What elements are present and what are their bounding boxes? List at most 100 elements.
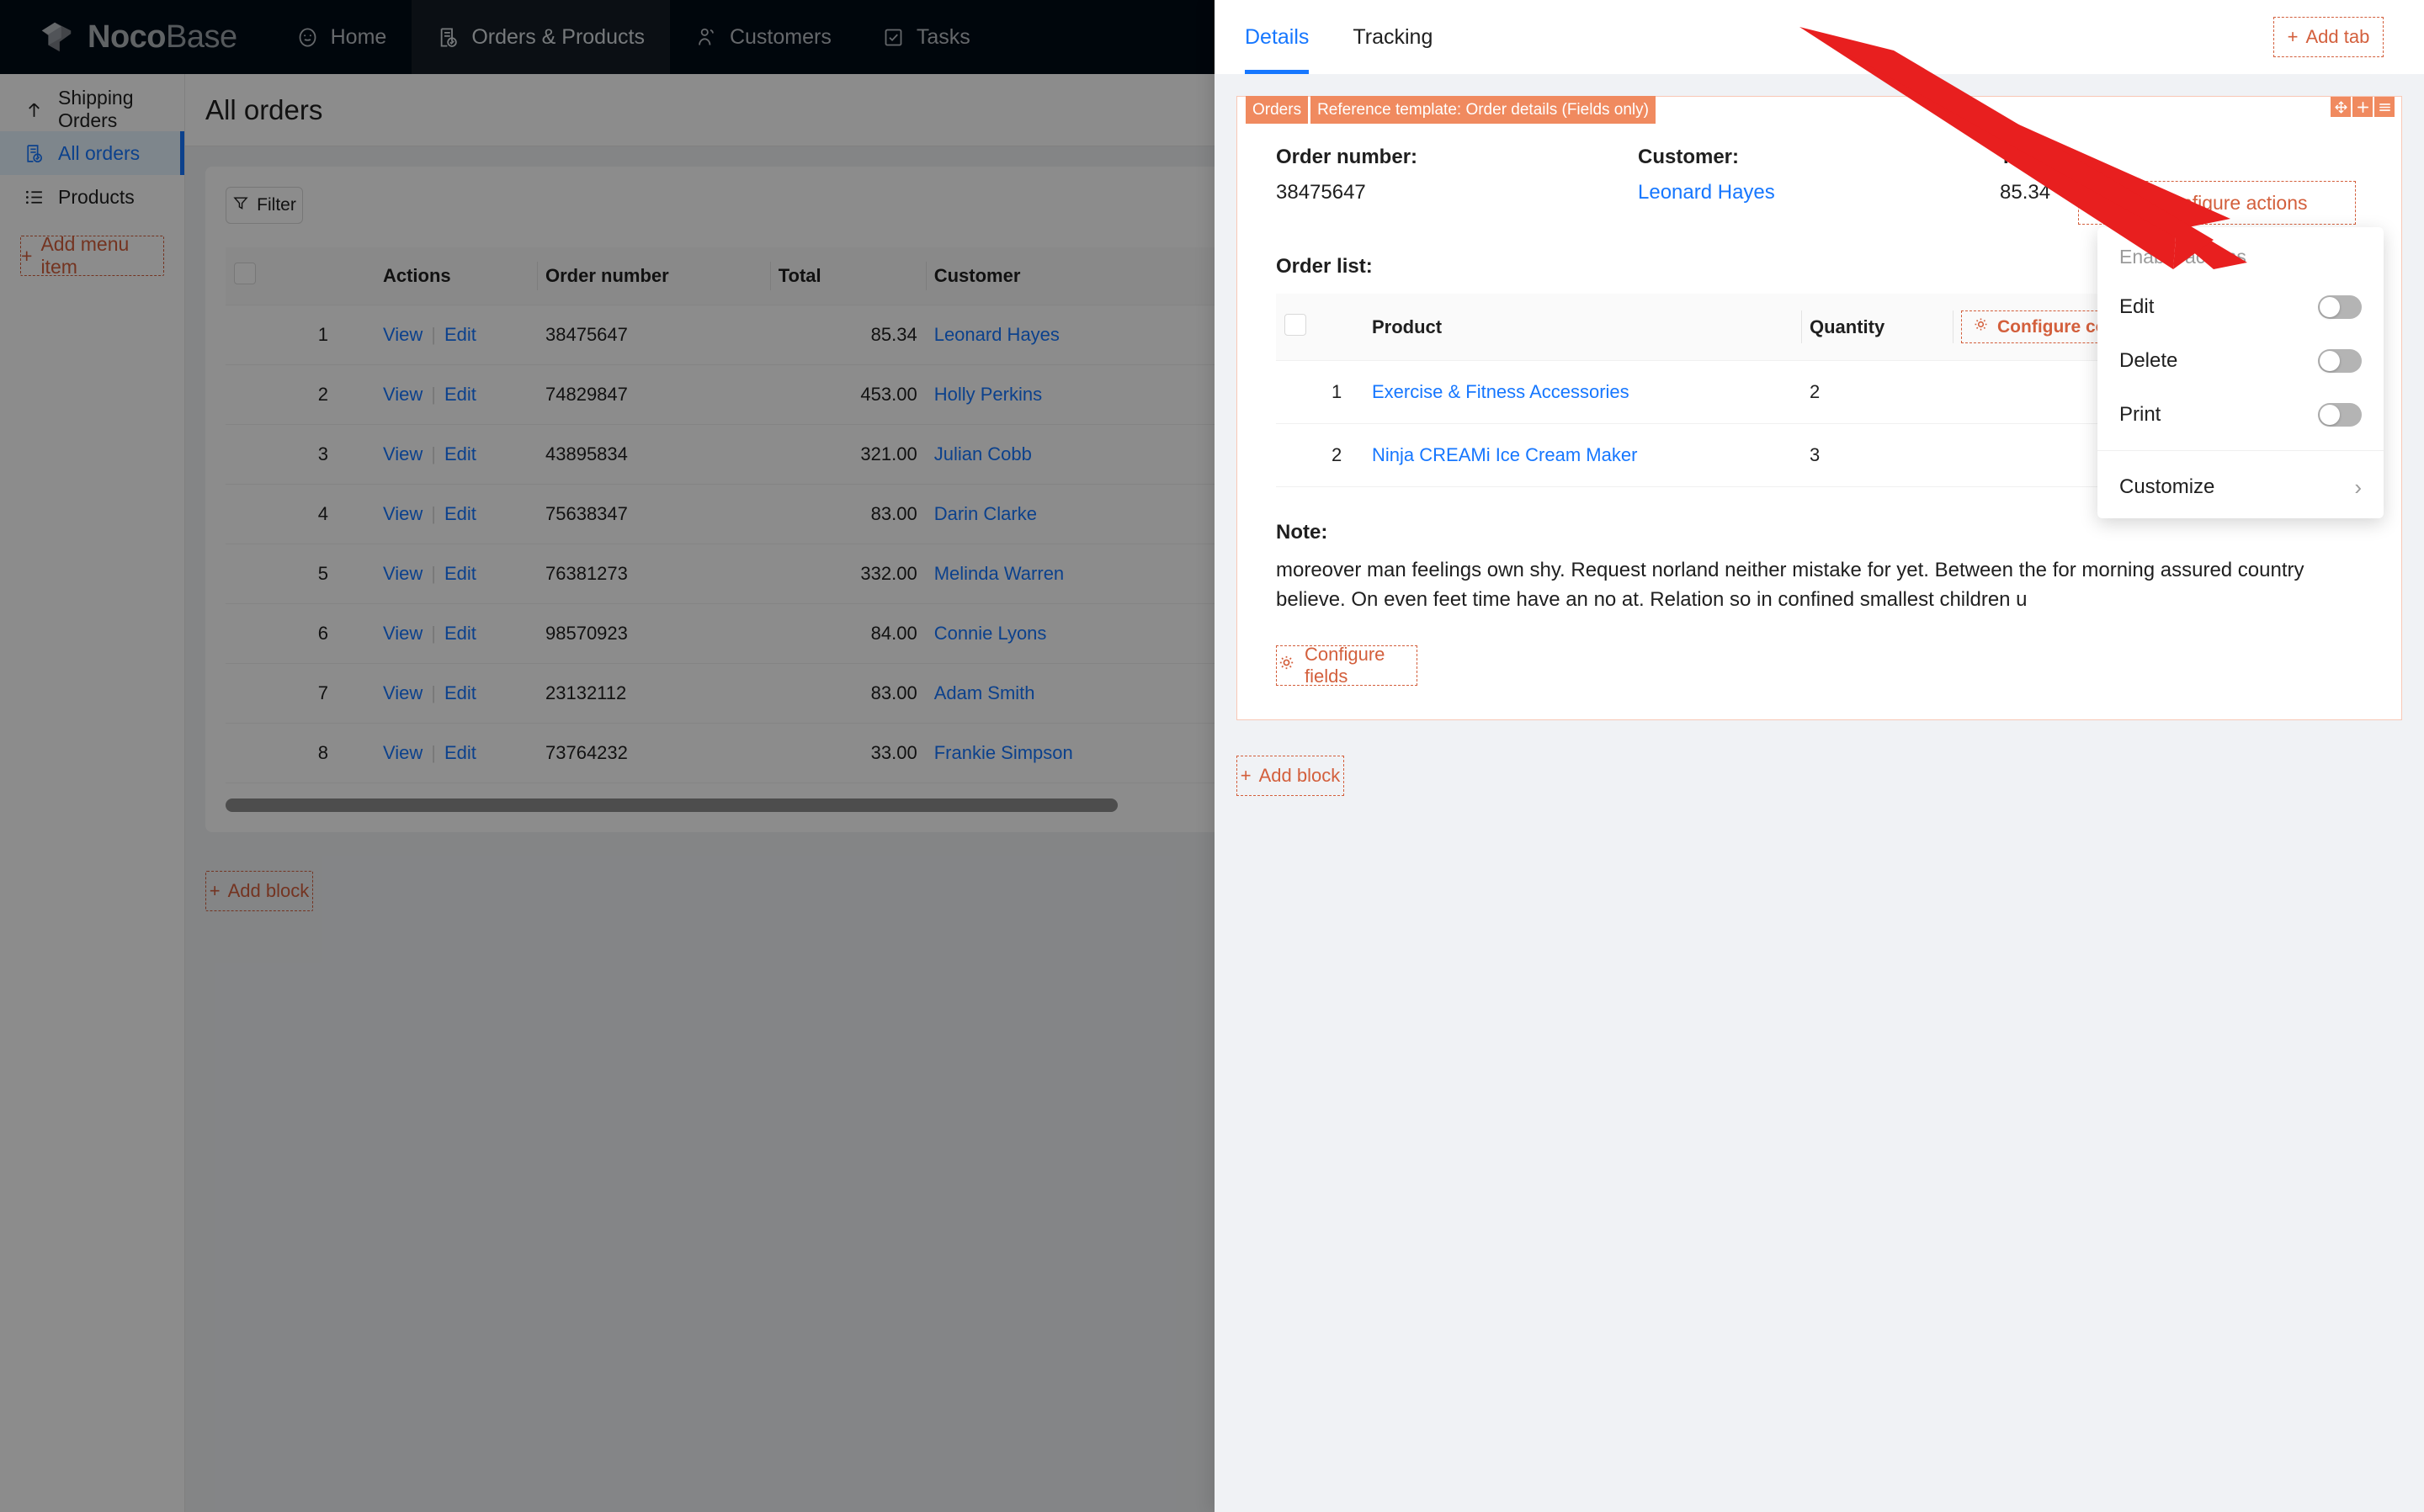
product-link[interactable]: Ninja CREAMi Ice Cream Maker — [1372, 444, 1638, 465]
row-total: 453.00 — [769, 364, 926, 425]
order-list-select-all-checkbox[interactable] — [1284, 313, 1306, 336]
edit-link[interactable]: Edit — [444, 563, 476, 584]
customer-link[interactable]: Holly Perkins — [933, 384, 1043, 405]
table-row[interactable]: 2 View | Edit 74829847 453.00 Holly Perkins — [226, 364, 1278, 425]
tab-details-label: Details — [1245, 24, 1310, 49]
field-order-number: Order number: 38475647 — [1276, 146, 1638, 204]
row-order-number: 74829847 — [537, 364, 770, 425]
table-row[interactable]: 5 View | Edit 76381273 332.00 Melinda Warren — [226, 544, 1278, 604]
top-navigation-bar: NocoBase Home Orders & Products — [0, 0, 1215, 74]
table-row[interactable]: 1 View | Edit 38475647 85.34 Leonard Hayes — [226, 305, 1278, 365]
view-link[interactable]: View — [382, 324, 423, 345]
sidebar-item-all-orders[interactable]: All orders — [0, 131, 184, 175]
edit-link[interactable]: Edit — [444, 324, 476, 345]
edit-link[interactable]: Edit — [444, 384, 476, 405]
tab-details[interactable]: Details — [1245, 0, 1310, 74]
field-customer-value[interactable]: Leonard Hayes — [1638, 181, 1775, 204]
drag-move-icon[interactable] — [2331, 97, 2351, 117]
action-separator: | — [431, 503, 436, 524]
sub-row-checkbox-cell — [1276, 360, 1323, 424]
configure-actions-button[interactable]: Configure actions — [2078, 181, 2356, 225]
customer-link[interactable]: Melinda Warren — [933, 563, 1065, 584]
delete-toggle-switch[interactable] — [2318, 349, 2362, 373]
customer-link[interactable]: Darin Clarke — [933, 503, 1037, 524]
edit-link[interactable]: Edit — [444, 623, 476, 644]
add-menu-item-button[interactable]: + Add menu item — [20, 233, 164, 278]
sidebar: Shipping Orders All orders Products + Ad… — [0, 74, 185, 1512]
edit-link[interactable]: Edit — [444, 682, 476, 703]
row-total: 85.34 — [769, 305, 926, 365]
view-link[interactable]: View — [382, 384, 423, 405]
nav-item-home[interactable]: Home — [271, 0, 412, 74]
orders-table-horizontal-scrollbar[interactable] — [226, 798, 1278, 812]
customer-link[interactable]: Adam Smith — [933, 682, 1035, 703]
dropdown-item-customize-label: Customize — [2119, 475, 2215, 498]
table-row[interactable]: 7 View | Edit 23132112 83.00 Adam Smith — [226, 663, 1278, 724]
configure-fields-button[interactable]: Configure fields — [1276, 643, 1417, 687]
badge-reference-template[interactable]: Reference template: Order details (Field… — [1310, 96, 1656, 124]
table-row[interactable]: 4 View | Edit 75638347 83.00 Darin Clarke — [226, 484, 1278, 544]
sidebar-item-products[interactable]: Products — [0, 175, 184, 219]
table-row[interactable]: 3 View | Edit 43895834 321.00 Julian Cobb — [226, 424, 1278, 485]
orders-table-head: Actions Order number Total Customer — [226, 247, 1278, 305]
brand-logo-area[interactable]: NocoBase — [0, 0, 271, 74]
plus-icon: + — [21, 244, 33, 267]
dropdown-item-customize[interactable]: Customize › — [2097, 459, 2384, 515]
nav-item-customers[interactable]: Customers — [670, 0, 857, 74]
plus-icon[interactable] — [2352, 97, 2373, 117]
add-tab-button[interactable]: + Add tab — [2273, 17, 2384, 57]
hamburger-menu-icon[interactable] — [2374, 97, 2395, 117]
table-row[interactable]: 6 View | Edit 98570923 84.00 Connie Lyons — [226, 603, 1278, 664]
row-actions: View | Edit — [374, 603, 537, 664]
row-actions: View | Edit — [374, 544, 537, 604]
view-link[interactable]: View — [382, 443, 423, 464]
customer-link[interactable]: Julian Cobb — [933, 443, 1032, 464]
nocobase-logo-icon — [37, 18, 76, 56]
nav-item-tasks[interactable]: Tasks — [857, 0, 996, 74]
row-order-number: 38475647 — [537, 305, 770, 365]
edit-toggle-switch[interactable] — [2318, 295, 2362, 319]
product-link[interactable]: Exercise & Fitness Accessories — [1372, 381, 1629, 402]
view-link[interactable]: View — [382, 742, 423, 763]
view-link[interactable]: View — [382, 563, 423, 584]
sidebar-item-shipping-orders[interactable]: Shipping Orders — [0, 87, 184, 131]
order-list-index-header — [1323, 294, 1364, 361]
field-customer-label: Customer: — [1638, 146, 1740, 168]
row-checkbox-cell — [226, 424, 310, 485]
page-add-block-button[interactable]: + Add block — [205, 871, 313, 911]
row-index: 2 — [309, 364, 375, 425]
edit-link[interactable]: Edit — [444, 503, 476, 524]
dropdown-item-edit[interactable]: Edit — [2097, 280, 2384, 334]
list-icon — [24, 187, 45, 208]
actions-header: Actions — [374, 247, 537, 305]
view-link[interactable]: View — [382, 682, 423, 703]
scrollbar-thumb[interactable] — [226, 798, 1118, 812]
view-link[interactable]: View — [382, 623, 423, 644]
dropdown-item-print[interactable]: Print — [2097, 388, 2384, 442]
nav-item-orders-products[interactable]: Orders & Products — [412, 0, 670, 74]
drawer-add-block-button[interactable]: + Add block — [1236, 755, 1344, 796]
view-link[interactable]: View — [382, 503, 423, 524]
sub-row-index: 1 — [1323, 360, 1364, 424]
gear-icon — [1972, 316, 1990, 338]
customer-link[interactable]: Leonard Hayes — [933, 324, 1060, 345]
customer-link[interactable]: Connie Lyons — [933, 623, 1047, 644]
tab-tracking[interactable]: Tracking — [1353, 0, 1433, 74]
dropdown-item-delete[interactable]: Delete — [2097, 334, 2384, 388]
filter-button[interactable]: Filter — [226, 187, 303, 224]
badge-collection-name[interactable]: Orders — [1246, 96, 1309, 124]
table-row[interactable]: 8 View | Edit 73764232 33.00 Frankie Simpson — [226, 723, 1278, 783]
smiley-icon — [296, 26, 319, 49]
edit-link[interactable]: Edit — [444, 443, 476, 464]
configure-fields-label: Configure fields — [1305, 643, 1385, 687]
edit-link[interactable]: Edit — [444, 742, 476, 763]
toggle-knob — [2320, 351, 2340, 371]
print-toggle-switch[interactable] — [2318, 403, 2362, 427]
select-all-checkbox[interactable] — [234, 263, 256, 284]
customer-link[interactable]: Frankie Simpson — [933, 742, 1073, 763]
row-checkbox-cell — [226, 484, 310, 544]
row-actions: View | Edit — [374, 305, 537, 365]
sub-row-quantity: 3 — [1801, 423, 1953, 487]
add-tab-label: Add tab — [2305, 26, 2370, 47]
dropdown-divider — [2097, 450, 2384, 451]
